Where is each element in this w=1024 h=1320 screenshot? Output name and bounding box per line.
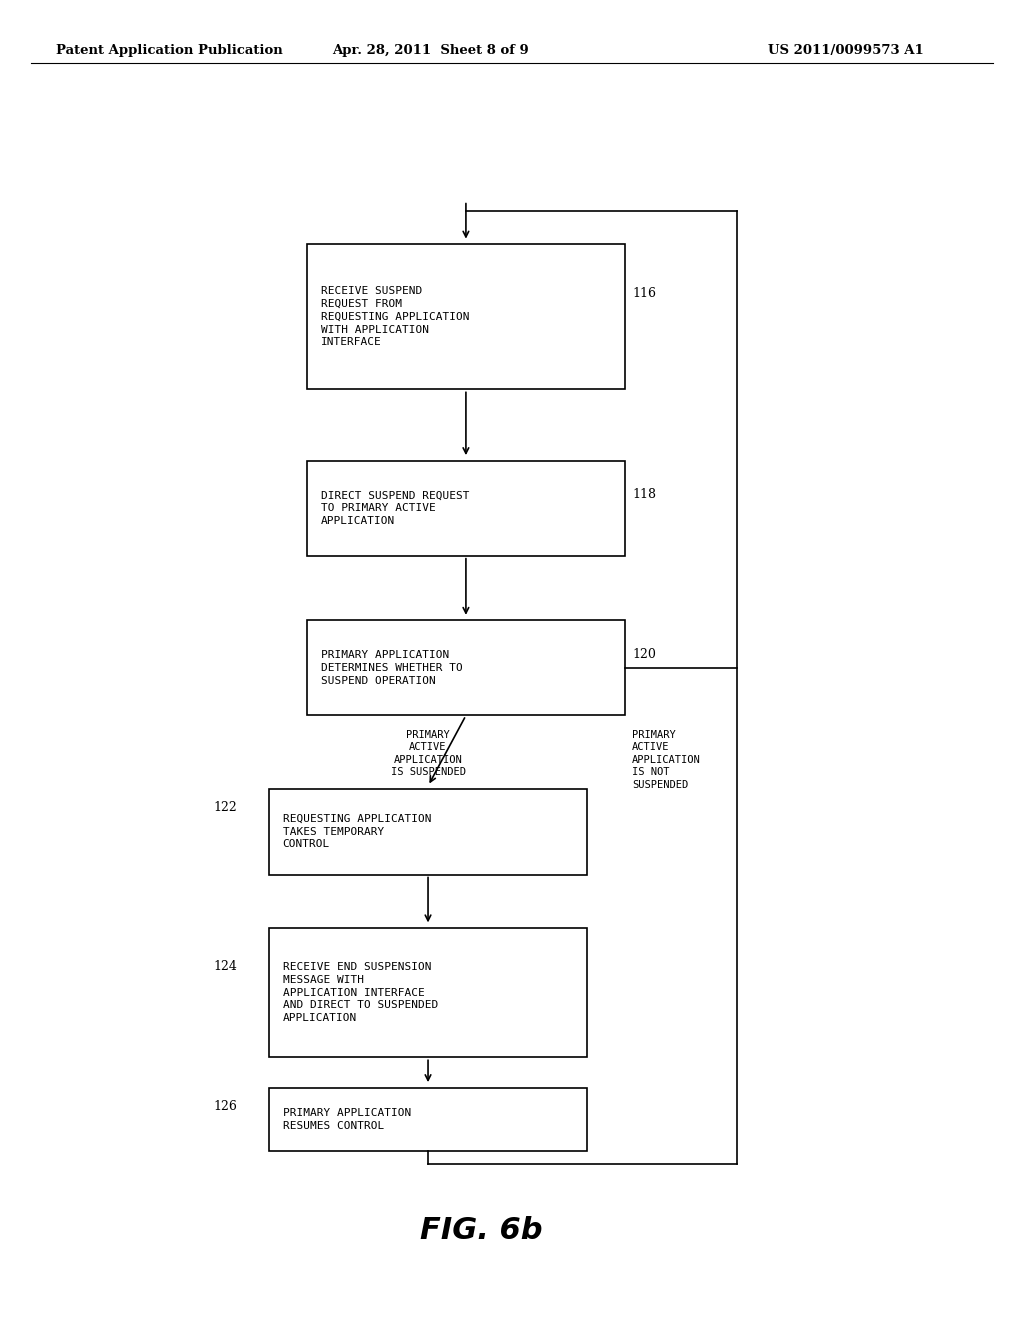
Text: 126: 126 bbox=[213, 1100, 237, 1113]
Text: Patent Application Publication: Patent Application Publication bbox=[56, 44, 283, 57]
Bar bbox=[307, 461, 625, 556]
Bar bbox=[269, 1088, 587, 1151]
Bar bbox=[307, 244, 625, 389]
Text: US 2011/0099573 A1: US 2011/0099573 A1 bbox=[768, 44, 924, 57]
Bar bbox=[269, 928, 587, 1057]
Text: PRIMARY APPLICATION
DETERMINES WHETHER TO
SUSPEND OPERATION: PRIMARY APPLICATION DETERMINES WHETHER T… bbox=[321, 651, 462, 685]
Text: PRIMARY
ACTIVE
APPLICATION
IS NOT
SUSPENDED: PRIMARY ACTIVE APPLICATION IS NOT SUSPEN… bbox=[632, 730, 700, 789]
Text: RECEIVE END SUSPENSION
MESSAGE WITH
APPLICATION INTERFACE
AND DIRECT TO SUSPENDE: RECEIVE END SUSPENSION MESSAGE WITH APPL… bbox=[283, 962, 438, 1023]
Text: 120: 120 bbox=[633, 648, 656, 661]
Text: DIRECT SUSPEND REQUEST
TO PRIMARY ACTIVE
APPLICATION: DIRECT SUSPEND REQUEST TO PRIMARY ACTIVE… bbox=[321, 491, 469, 525]
Text: RECEIVE SUSPEND
REQUEST FROM
REQUESTING APPLICATION
WITH APPLICATION
INTERFACE: RECEIVE SUSPEND REQUEST FROM REQUESTING … bbox=[321, 286, 469, 347]
Text: Apr. 28, 2011  Sheet 8 of 9: Apr. 28, 2011 Sheet 8 of 9 bbox=[332, 44, 528, 57]
Text: PRIMARY
ACTIVE
APPLICATION
IS SUSPENDED: PRIMARY ACTIVE APPLICATION IS SUSPENDED bbox=[390, 730, 466, 777]
Text: 122: 122 bbox=[213, 801, 237, 814]
Text: 118: 118 bbox=[633, 488, 656, 502]
Text: REQUESTING APPLICATION
TAKES TEMPORARY
CONTROL: REQUESTING APPLICATION TAKES TEMPORARY C… bbox=[283, 814, 431, 849]
Text: 116: 116 bbox=[633, 286, 656, 300]
Text: FIG. 6b: FIG. 6b bbox=[420, 1216, 543, 1245]
Bar bbox=[269, 788, 587, 874]
Bar bbox=[307, 620, 625, 715]
Text: PRIMARY APPLICATION
RESUMES CONTROL: PRIMARY APPLICATION RESUMES CONTROL bbox=[283, 1107, 411, 1131]
Text: 124: 124 bbox=[213, 960, 237, 973]
